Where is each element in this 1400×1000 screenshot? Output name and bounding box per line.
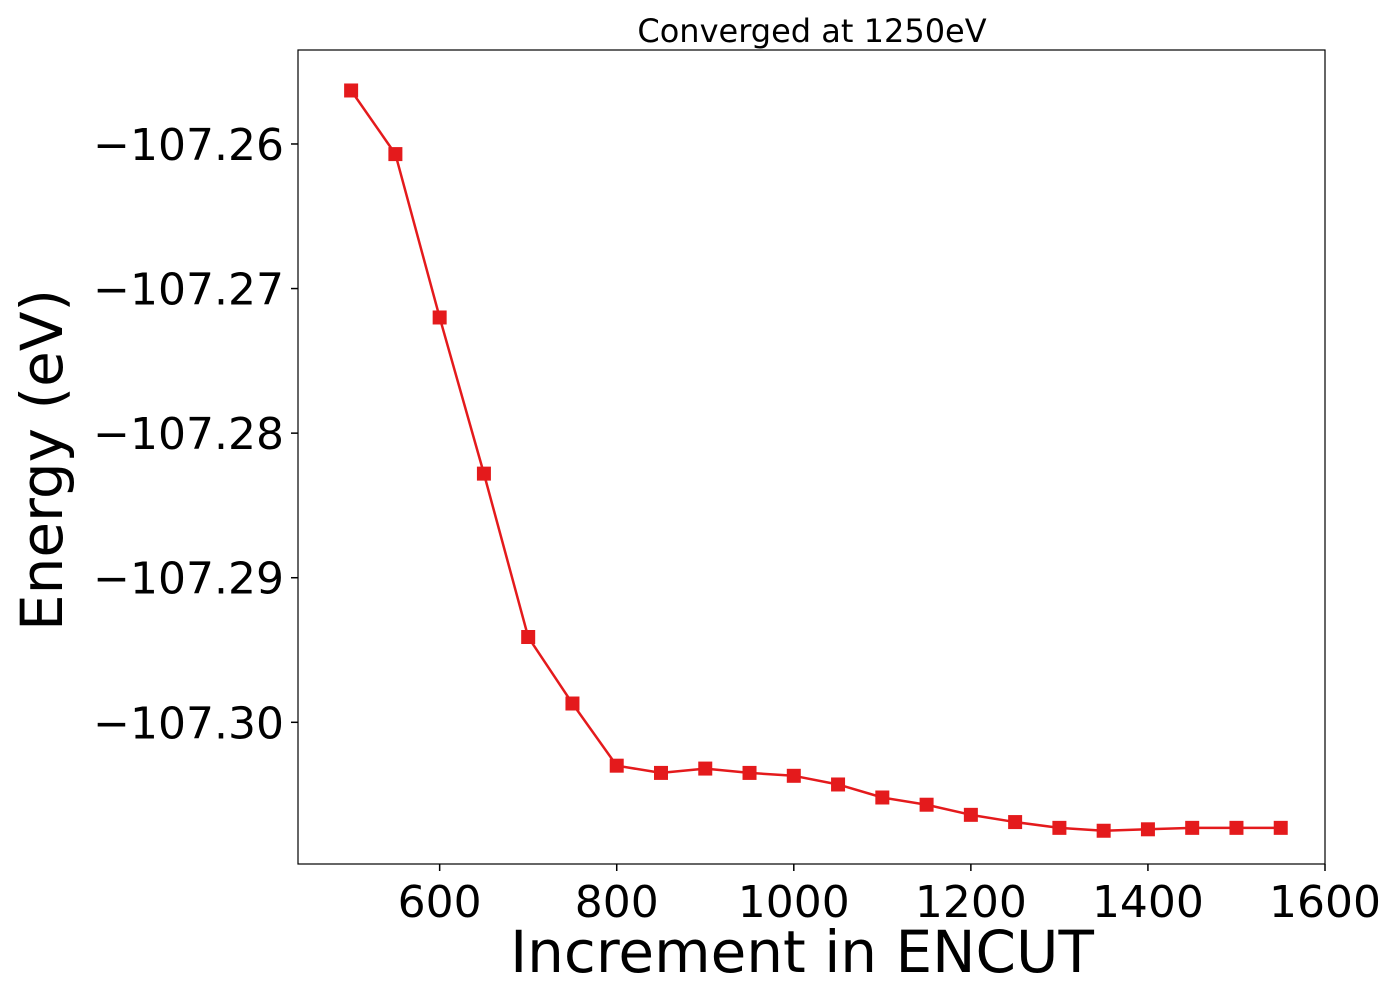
data-point (1008, 815, 1023, 830)
x-axis: 600 800 1000 1200 1400 1600 (398, 864, 1381, 928)
data-point (1140, 822, 1155, 837)
x-tick-label: 1000 (738, 877, 850, 928)
data-point (1052, 820, 1067, 835)
chart-title: Converged at 1250eV (637, 12, 986, 50)
data-point (388, 147, 403, 162)
data-point (653, 765, 668, 780)
y-tick-label: −107.28 (93, 409, 284, 460)
y-tick-label: −107.30 (93, 698, 284, 749)
data-point (344, 83, 359, 98)
data-point (521, 630, 536, 645)
data-point (1273, 820, 1288, 835)
x-tick-label: 800 (575, 877, 659, 928)
data-point (919, 797, 934, 812)
data-point (476, 466, 491, 481)
series-line (350, 89, 1281, 832)
x-tick-label: 1400 (1092, 877, 1204, 928)
data-point (1096, 823, 1111, 838)
data-point (963, 807, 978, 822)
data-point (831, 777, 846, 792)
x-tick-label: 1200 (915, 877, 1027, 928)
data-point (786, 768, 801, 783)
y-tick-label: −107.29 (93, 554, 284, 605)
data-point (432, 310, 447, 325)
y-axis-label: Energy (eV) (8, 289, 76, 631)
data-point (1185, 820, 1200, 835)
data-point (698, 761, 713, 776)
y-tick-label: −107.27 (93, 265, 284, 316)
data-point (565, 696, 580, 711)
y-axis: −107.26 −107.27 −107.28 −107.29 −107.30 (93, 120, 298, 749)
x-tick-label: 600 (398, 877, 482, 928)
plot-area (297, 49, 1326, 865)
x-axis-label: Increment in ENCUT (510, 918, 1094, 986)
data-point (742, 765, 757, 780)
x-tick-label: 1600 (1269, 877, 1381, 928)
data-point (875, 790, 890, 805)
y-tick-label: −107.26 (93, 120, 284, 171)
series-layer (344, 83, 1288, 838)
data-point (609, 758, 624, 773)
data-point (1229, 820, 1244, 835)
